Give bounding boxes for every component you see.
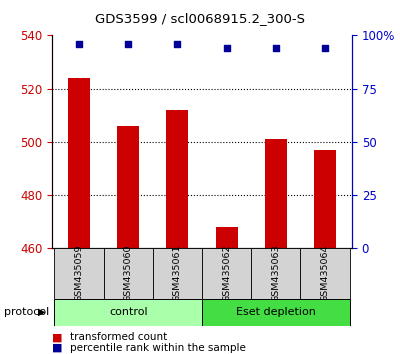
Text: ■: ■ (52, 332, 62, 342)
Bar (202, 299, 350, 326)
Text: GDS3599 / scl0068915.2_300-S: GDS3599 / scl0068915.2_300-S (95, 12, 305, 25)
Text: GSM435063: GSM435063 (271, 245, 280, 302)
Bar (300, 248, 350, 299)
Point (174, 41, 181, 47)
Bar (216, 227, 238, 248)
Bar (54, 299, 202, 326)
Bar (104, 248, 153, 299)
Text: protocol: protocol (4, 307, 49, 317)
Bar (68, 78, 90, 248)
Bar (153, 248, 202, 299)
Point (223, 45, 230, 51)
Text: ■: ■ (52, 343, 62, 353)
Bar (202, 248, 251, 299)
Bar (166, 110, 188, 248)
Bar (265, 139, 287, 248)
Text: control: control (109, 307, 148, 318)
Text: Eset depletion: Eset depletion (236, 307, 316, 318)
Bar (314, 149, 336, 248)
Text: GSM435060: GSM435060 (124, 245, 133, 302)
Text: GSM435061: GSM435061 (173, 245, 182, 302)
Bar (117, 126, 139, 248)
Bar (54, 248, 104, 299)
Point (272, 45, 279, 51)
Text: GSM435059: GSM435059 (74, 245, 84, 302)
Text: percentile rank within the sample: percentile rank within the sample (70, 343, 246, 353)
Point (322, 45, 328, 51)
Point (76, 41, 82, 47)
Text: GSM435062: GSM435062 (222, 245, 231, 302)
Bar (251, 248, 300, 299)
Text: transformed count: transformed count (70, 332, 167, 342)
Text: GSM435064: GSM435064 (320, 245, 330, 302)
Point (125, 41, 132, 47)
Text: ▶: ▶ (38, 307, 46, 317)
